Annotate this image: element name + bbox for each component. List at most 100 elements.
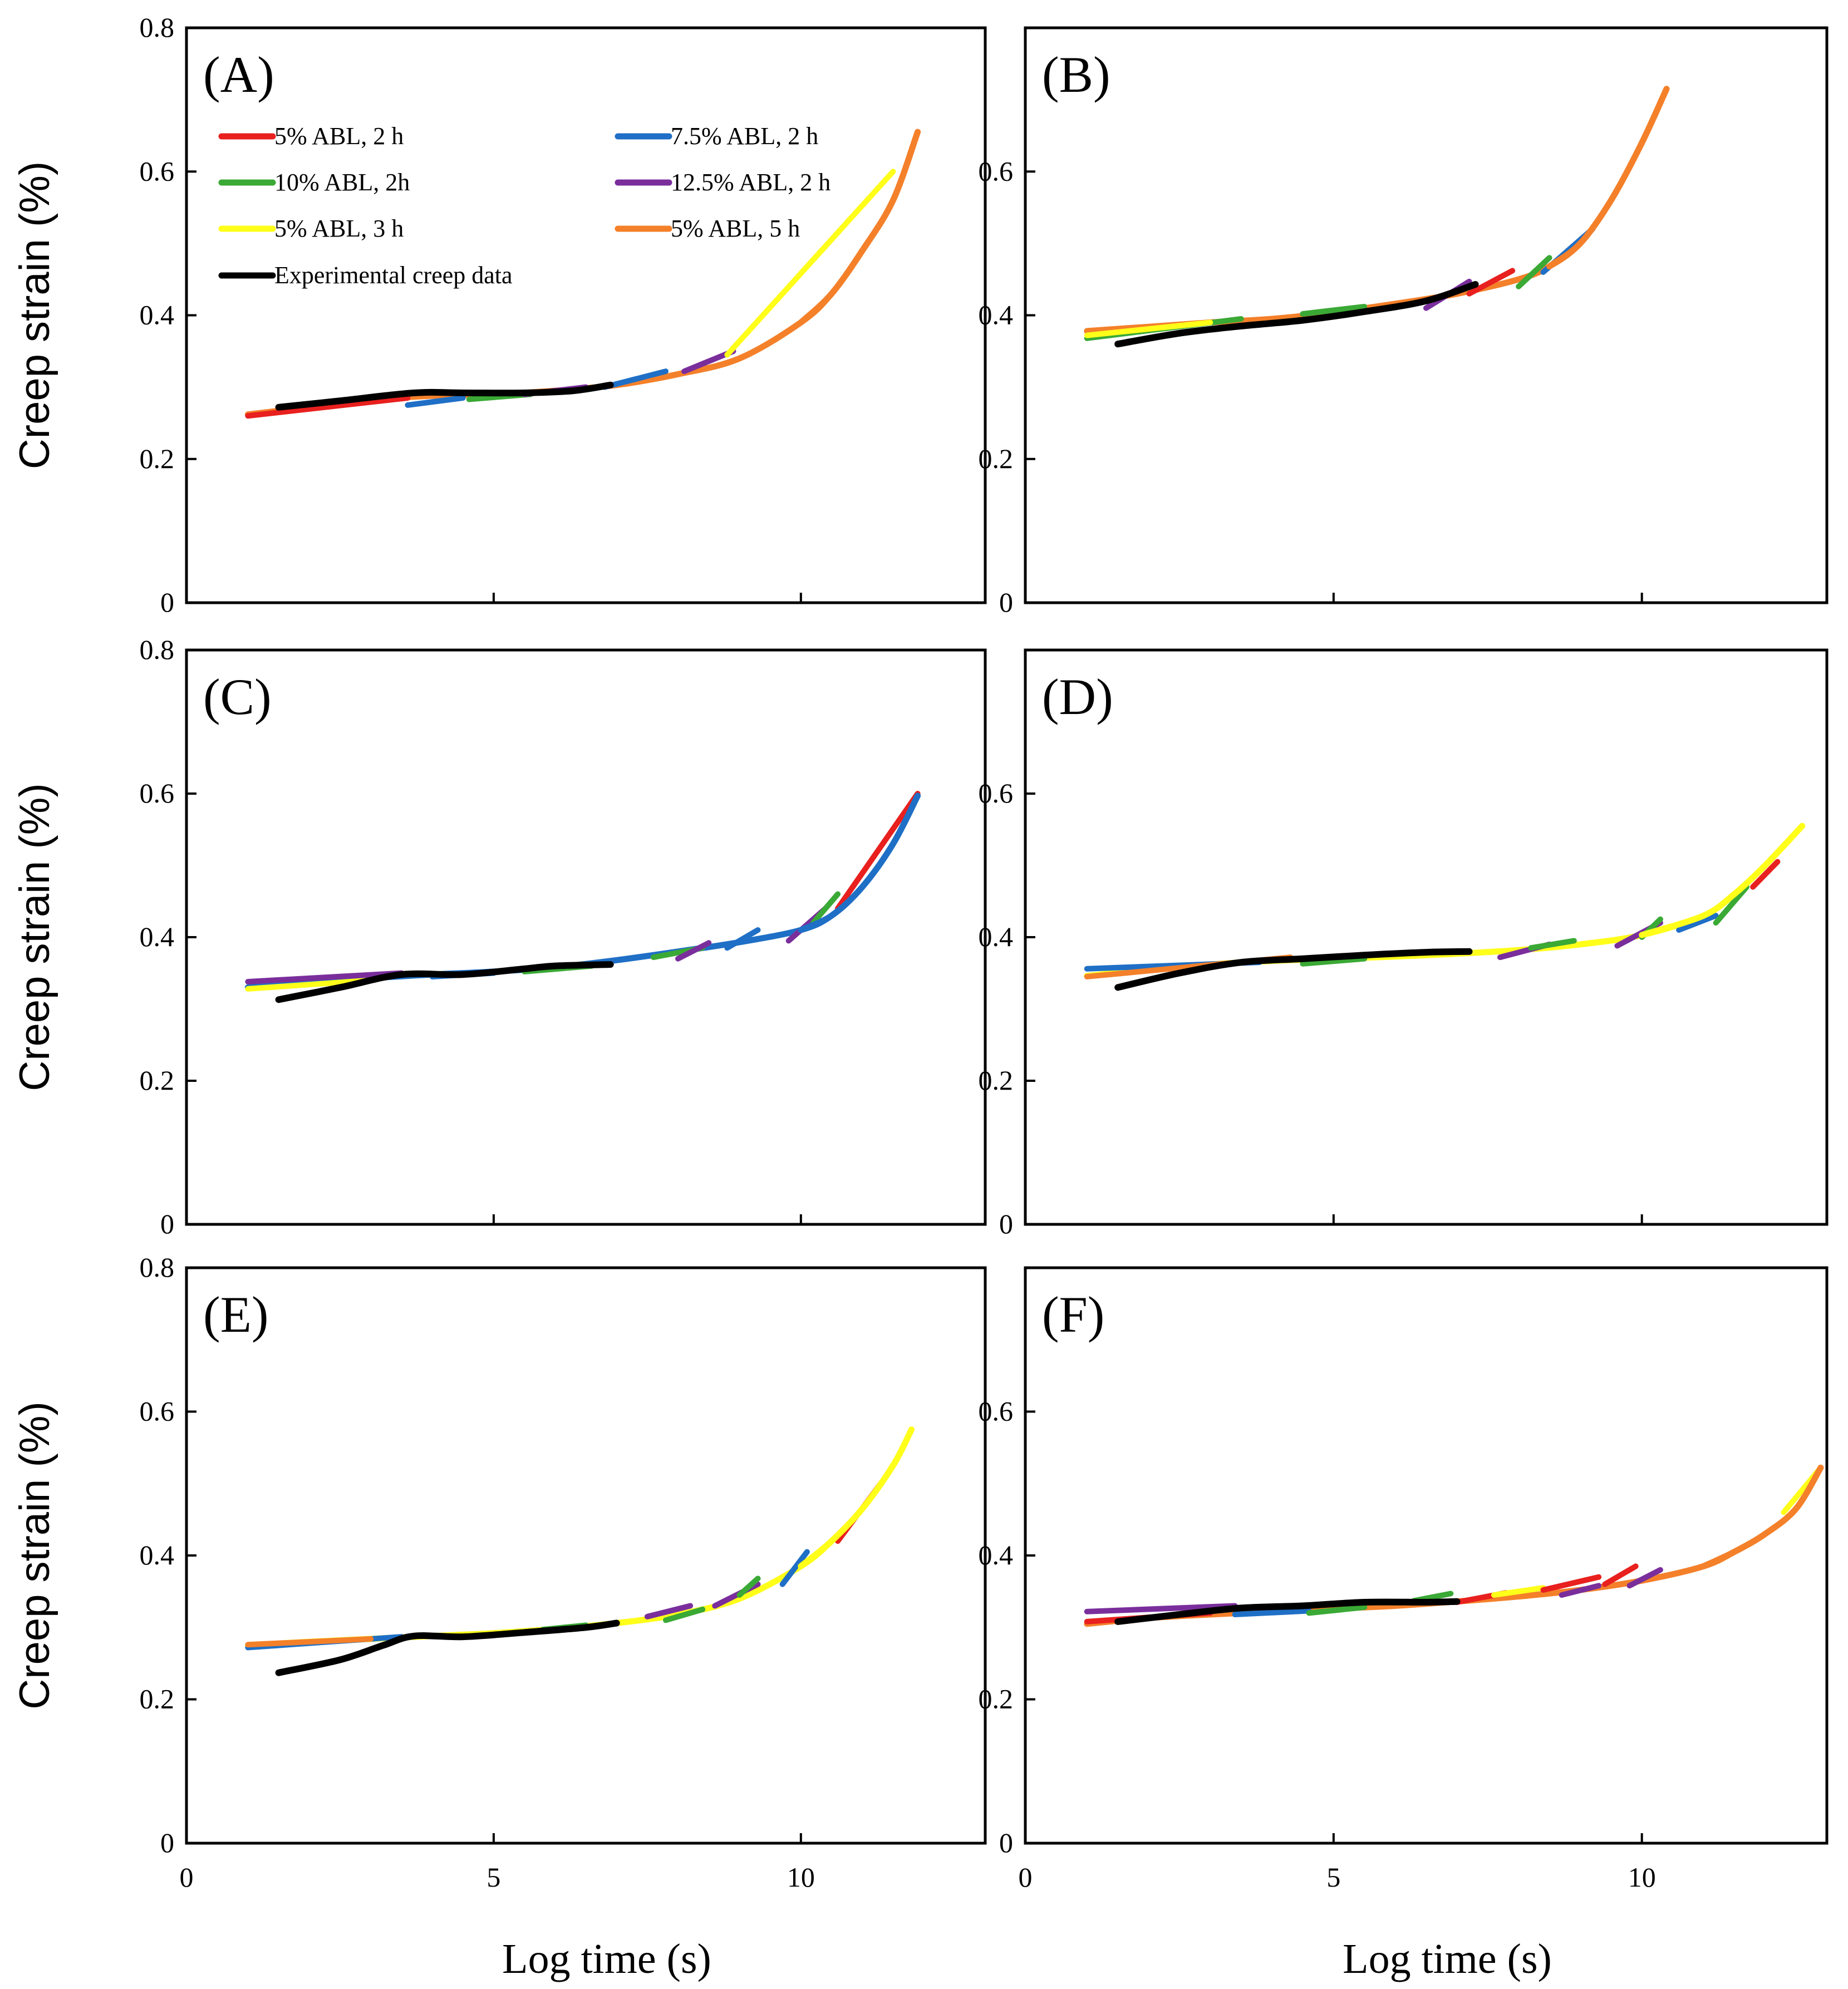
legend-item: 12.5% ABL, 2 h xyxy=(615,169,830,196)
y-tick-label: 0.4 xyxy=(979,1539,1014,1570)
panel-frame xyxy=(185,648,987,1226)
legend-label: 5% ABL, 5 h xyxy=(671,215,800,242)
series-segment xyxy=(1084,319,1213,338)
experimental-line xyxy=(1114,281,1479,348)
panel-frame xyxy=(185,26,987,604)
panel-label: (D) xyxy=(1042,668,1113,725)
series-segment xyxy=(1300,956,1368,967)
y-tick-label: 0 xyxy=(999,587,1013,618)
series-segment xyxy=(1466,268,1516,297)
legend-item: 5% ABL, 5 h xyxy=(615,215,800,242)
series-segment xyxy=(724,169,896,358)
series-segment xyxy=(245,1636,374,1648)
series-segment xyxy=(724,927,761,951)
series-segment xyxy=(1540,1574,1602,1593)
x-axis-title-right: Log time (s) xyxy=(1343,1936,1552,1982)
panel-label: (A) xyxy=(203,46,274,103)
series-segment xyxy=(1713,884,1749,926)
series-segment xyxy=(644,1603,694,1619)
experimental-line xyxy=(275,381,614,411)
y-tick-label: 0 xyxy=(999,1208,1013,1239)
panel-frame xyxy=(1024,26,1829,604)
series-segment xyxy=(1626,1567,1663,1589)
series-segment xyxy=(1232,1608,1312,1617)
master-curve-tail xyxy=(798,129,921,326)
series-segment xyxy=(835,791,921,912)
axis-titles-layer: Log time (s) Log time (s) xyxy=(502,1936,1552,1982)
master-curve-tail xyxy=(1700,1464,1824,1569)
y-axis-title: Creep strain (%) xyxy=(11,1401,58,1709)
panel-label: (C) xyxy=(203,668,272,725)
panel-d: 0 0.2 0.4 0.6 (D) xyxy=(979,648,1829,1239)
series-segment xyxy=(1306,1604,1368,1616)
panel-label: (E) xyxy=(203,1286,268,1343)
panel-b: 0 0.2 0.4 0.6 (B) xyxy=(979,26,1829,618)
y-axis-title: Creep strain (%) xyxy=(11,783,58,1091)
experimental-line xyxy=(275,961,614,1003)
panel-f: 0 0.2 0.4 0.6 0 5 10 (F) xyxy=(979,1266,1829,1893)
experimental-line xyxy=(1114,1598,1461,1625)
y-tick-label: 0.6 xyxy=(979,777,1014,809)
y-tick-label: 0.2 xyxy=(979,1065,1014,1096)
y-tick-label: 0.4 xyxy=(140,1539,175,1570)
series-segment xyxy=(810,891,841,926)
master-curve-line xyxy=(1084,86,1670,334)
y-tick-label: 0.8 xyxy=(140,12,175,43)
y-tick-label: 0.6 xyxy=(979,1396,1014,1427)
series-segment xyxy=(1516,255,1552,289)
master-curve-tail xyxy=(1546,86,1670,270)
series-segment xyxy=(1528,938,1577,951)
panel-frame xyxy=(1024,1266,1829,1845)
legend-item: 7.5% ABL, 2 h xyxy=(615,122,818,150)
legend-label: Experimental creep data xyxy=(274,262,513,289)
y-tick-label: 0.6 xyxy=(979,155,1014,186)
legend-item: Experimental creep data xyxy=(218,262,513,289)
y-tick-label: 0 xyxy=(160,1208,174,1239)
series-segment xyxy=(1491,1585,1546,1598)
y-tick-label: 0.6 xyxy=(140,155,175,186)
experimental-line xyxy=(1114,948,1473,991)
y-tick-label: 0.4 xyxy=(979,921,1014,952)
master-curve-tail xyxy=(1639,823,1806,938)
y-tick-label: 0.2 xyxy=(979,1683,1014,1715)
panel-label: (B) xyxy=(1042,46,1110,103)
master-curve-tail xyxy=(798,1426,915,1569)
panel-c: 0 0.2 0.4 0.6 0.8 Creep strain (%) (C) xyxy=(11,634,987,1239)
x-tick-label: 5 xyxy=(1326,1862,1340,1893)
y-tick-label: 0 xyxy=(160,1827,174,1858)
y-tick-label: 0.8 xyxy=(140,634,175,665)
series-segment xyxy=(1676,913,1719,933)
y-tick-label: 0.4 xyxy=(979,299,1014,331)
series-segment xyxy=(675,940,712,962)
series-segment xyxy=(1084,1603,1238,1614)
legend-item: 5% ABL, 2 h xyxy=(218,122,404,150)
series-segment xyxy=(245,977,374,992)
series-segment xyxy=(779,1549,810,1587)
x-axis-title-left: Log time (s) xyxy=(502,1936,711,1982)
legend-label: 12.5% ABL, 2 h xyxy=(671,169,830,196)
master-curve-line xyxy=(244,1426,915,1649)
panel-e: 0 0.2 0.4 0.6 0.8 0 5 10 Creep strain (%) (E) xyxy=(11,1252,987,1893)
series-segment xyxy=(245,395,411,419)
y-tick-label: 0.4 xyxy=(140,921,175,952)
y-tick-label: 0 xyxy=(999,1827,1013,1858)
x-tick-label: 0 xyxy=(180,1862,194,1893)
series-segment xyxy=(663,1606,706,1623)
y-tick-label: 0.4 xyxy=(140,299,175,331)
y-tick-label: 0.2 xyxy=(140,1065,175,1096)
y-tick-label: 0.6 xyxy=(140,777,175,809)
series-segment xyxy=(405,395,466,408)
y-tick-label: 0.2 xyxy=(140,1683,175,1715)
series-segment xyxy=(1559,1583,1602,1598)
panel-frame xyxy=(185,1266,987,1845)
y-tick-label: 0.6 xyxy=(140,1396,175,1427)
legend-label: 5% ABL, 2 h xyxy=(274,122,404,150)
series-segment xyxy=(1300,304,1368,317)
legend-label: 10% ABL, 2h xyxy=(274,169,410,196)
y-tick-label: 0.2 xyxy=(979,443,1014,474)
y-axis-title: Creep strain (%) xyxy=(11,161,58,469)
x-tick-label: 0 xyxy=(1019,1862,1033,1893)
